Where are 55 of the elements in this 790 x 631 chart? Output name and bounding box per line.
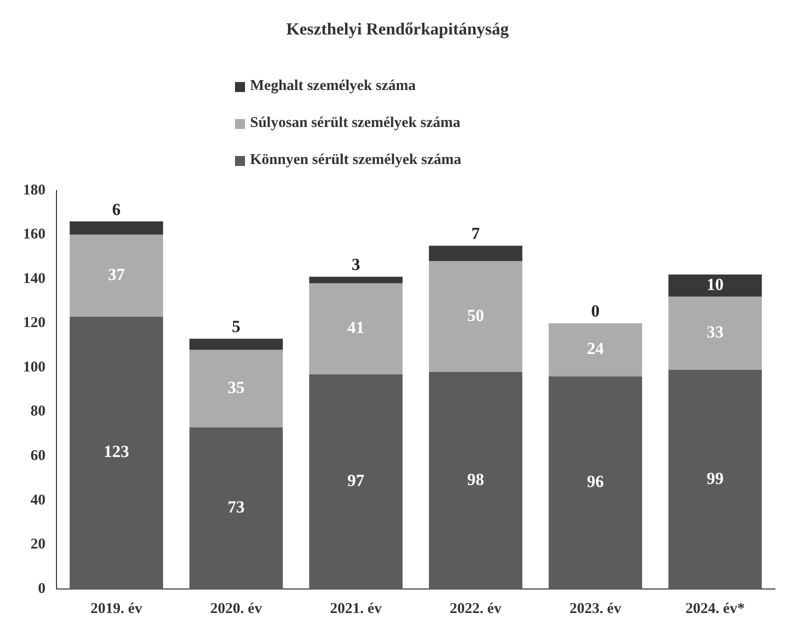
bar [309,283,403,374]
data-label: 50 [467,306,484,326]
y-tick-label: 180 [23,182,46,198]
bar [668,274,762,297]
x-tick-label: 2019. év [90,600,143,617]
data-label: 37 [108,265,126,284]
y-tick-label: 160 [23,226,46,243]
legend-label: Súlyosan sérült személyek száma [250,115,460,132]
data-label: 6 [112,200,121,219]
data-label: 35 [228,378,245,397]
y-tick-label: 140 [23,270,46,287]
data-label: 96 [586,472,604,492]
data-label: 97 [347,470,365,490]
bar [309,374,403,589]
x-tick-label: 2021. év [330,600,382,617]
data-label: 123 [104,442,130,462]
bar [189,338,283,350]
data-label: 73 [228,498,245,517]
bar [309,276,403,284]
bar [668,296,762,370]
bar [70,221,164,235]
bar [548,376,642,589]
bar [189,350,283,428]
data-label: 41 [347,318,364,338]
x-tick-label: 2020. év [210,600,262,617]
data-label: 7 [471,224,480,244]
data-label: 5 [232,317,240,336]
y-tick-label: 20 [30,536,46,553]
x-tick-label: 2024. év* [686,600,745,617]
bar [668,370,762,589]
data-label: 10 [706,275,724,294]
y-tick-label: 0 [38,580,46,597]
bar [189,427,283,589]
data-label: 98 [467,470,484,489]
bar [428,246,522,262]
y-tick-label: 120 [23,315,46,332]
bar [428,261,522,372]
bar [428,372,522,589]
x-tick-label: 2022. év [450,600,502,617]
y-tick-label: 80 [30,404,46,420]
y-tick-label: 100 [23,359,46,376]
data-label: 24 [586,339,604,358]
x-tick-label: 2023. év [570,600,622,617]
legend-label: Meghalt személyek száma [250,78,416,95]
data-label: 0 [591,302,600,321]
chart-title: Keszthelyi Rendőrkapitányság [286,20,510,39]
y-tick-label: 40 [30,492,46,508]
data-label: 99 [706,468,724,488]
legend-label: Könnyen sérült személyek száma [250,152,462,169]
y-tick-label: 60 [30,448,46,464]
data-label: 3 [352,255,360,274]
data-label: 33 [706,322,724,342]
bar [70,316,164,589]
bar [70,234,164,317]
bar [548,323,642,376]
